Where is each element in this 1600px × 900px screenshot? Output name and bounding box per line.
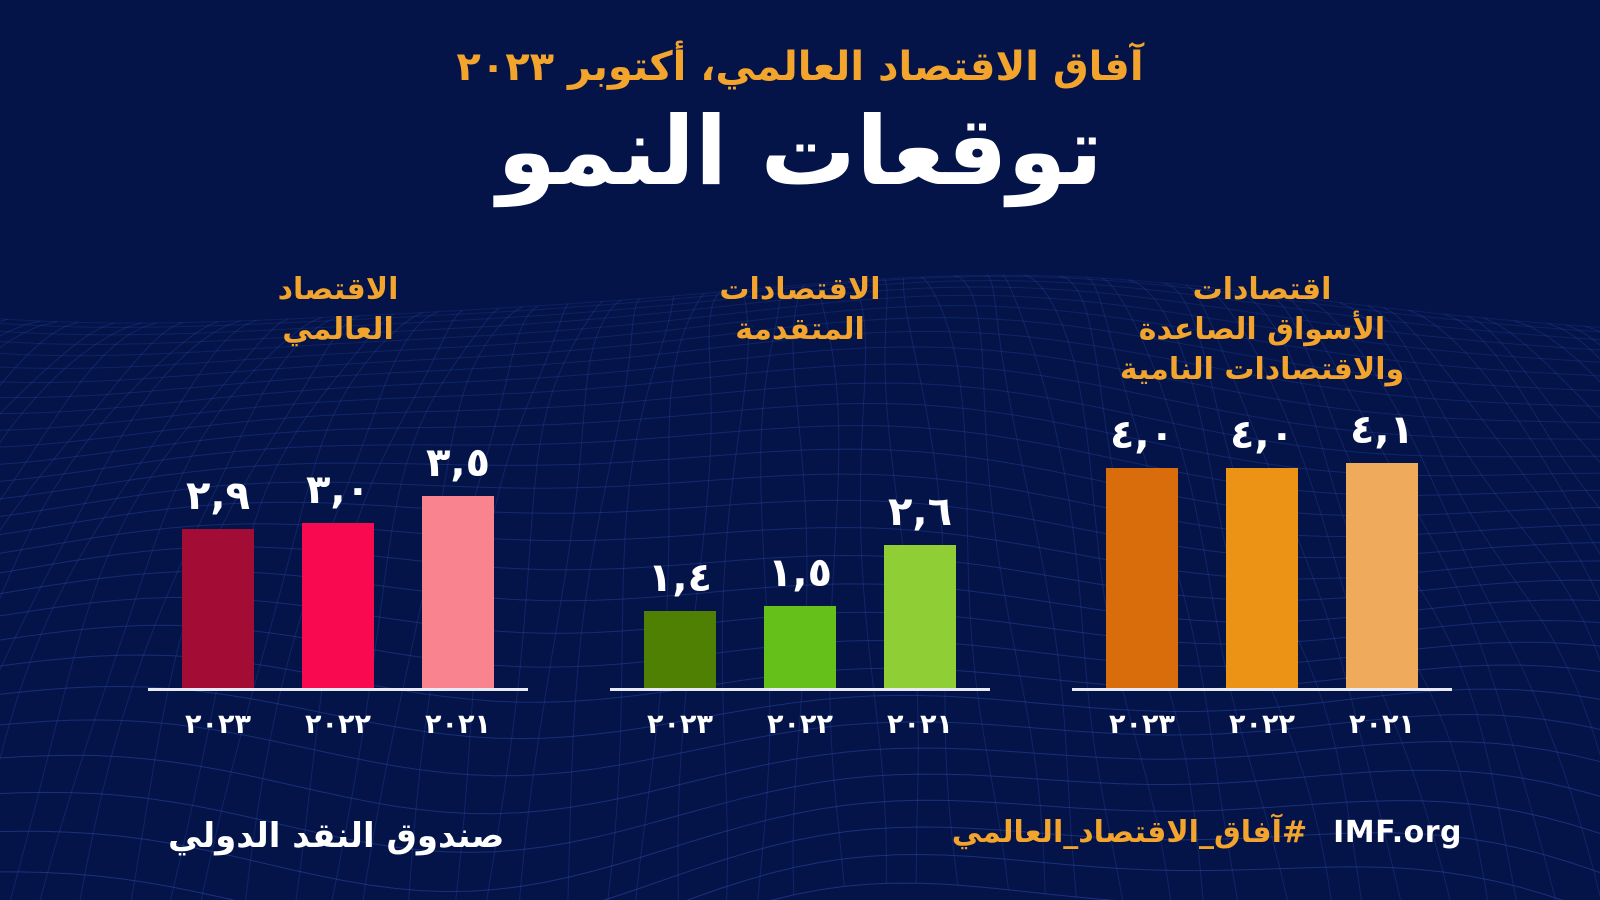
footer-right: #آفاق_الاقتصاد_العالمي IMF.org <box>952 815 1462 850</box>
year-labels-row: ٢٠٢٣ ٢٠٢٢ ٢٠٢١ <box>148 709 528 740</box>
bars-area: ٢,٩ ٣,٠ ٣,٥ <box>148 400 528 688</box>
year-label-2022: ٢٠٢٢ <box>305 709 371 740</box>
bar-2022 <box>1226 468 1298 688</box>
bar-value-label: ٢,٦ <box>887 489 953 535</box>
chart-group-title: الاقتصادات المتقدمة <box>719 272 881 347</box>
axis-line <box>1072 688 1452 691</box>
chart-group-title: الاقتصاد العالمي <box>277 272 399 347</box>
imf-name-label: صندوق النقد الدولي <box>168 816 505 856</box>
year-label-2023: ٢٠٢٣ <box>1109 709 1175 740</box>
chart-group-title: اقتصادات الأسواق الصاعدة والاقتصادات النام… <box>1119 272 1405 387</box>
chart-group-0: الاقتصاد العالمي ٢,٩ ٣,٠ ٣,٥ ٢٠٢٣ ٢٠٢٢ ٢٠٢١ <box>148 270 528 740</box>
bars-area: ٤,٠ ٤,٠ ٤,١ <box>1072 400 1452 688</box>
bar-cell-2021: ٢,٦ <box>884 489 956 688</box>
bar-chart-groups: الاقتصاد العالمي ٢,٩ ٣,٠ ٣,٥ ٢٠٢٣ ٢٠٢٢ ٢٠٢١ الاق… <box>148 270 1452 740</box>
bar-2022 <box>764 605 836 688</box>
bar-2023 <box>644 611 716 688</box>
report-kicker: آفاق الاقتصاد العالمي، أكتوبر ٢٠٢٣ <box>456 44 1144 90</box>
header: آفاق الاقتصاد العالمي، أكتوبر ٢٠٢٣ توقعا… <box>0 0 1600 207</box>
bar-2021 <box>884 545 956 688</box>
bar-2022 <box>302 523 374 688</box>
bar-value-label: ٣,٠ <box>305 467 371 513</box>
bar-2023 <box>1106 468 1178 688</box>
bar-value-label: ٤,٠ <box>1109 412 1175 458</box>
axis-line <box>610 688 990 691</box>
hashtag-label: #آفاق_الاقتصاد_العالمي <box>951 815 1308 850</box>
bar-value-label: ١,٤ <box>647 555 713 601</box>
year-label-2022: ٢٠٢٢ <box>1229 709 1295 740</box>
year-label-2021: ٢٠٢١ <box>887 709 953 740</box>
bar-cell-2023: ٤,٠ <box>1106 412 1178 688</box>
year-label-2023: ٢٠٢٣ <box>185 709 251 740</box>
bar-value-label: ١,٥ <box>767 549 833 596</box>
imf-site-link[interactable]: IMF.org <box>1333 815 1462 850</box>
year-label-2023: ٢٠٢٣ <box>647 709 713 740</box>
bar-2021 <box>422 495 494 688</box>
bar-cell-2021: ٤,١ <box>1346 406 1418 688</box>
bar-2023 <box>182 528 254 688</box>
bar-cell-2022: ٤,٠ <box>1226 412 1298 688</box>
chart-group-2: اقتصادات الأسواق الصاعدة والاقتصادات النام… <box>1072 270 1452 740</box>
bar-cell-2023: ١,٤ <box>644 555 716 688</box>
bar-cell-2023: ٢,٩ <box>182 472 254 688</box>
page-title: توقعات النمو <box>497 97 1103 207</box>
year-label-2021: ٢٠٢١ <box>1349 709 1415 740</box>
bar-value-label: ٣,٥ <box>425 439 491 486</box>
bar-cell-2021: ٣,٥ <box>422 439 494 688</box>
bars-area: ١,٤ ١,٥ ٢,٦ <box>610 400 990 688</box>
axis-line <box>148 688 528 691</box>
bar-value-label: ٤,٠ <box>1229 412 1295 458</box>
year-labels-row: ٢٠٢٣ ٢٠٢٢ ٢٠٢١ <box>1072 709 1452 740</box>
year-label-2022: ٢٠٢٢ <box>767 709 833 740</box>
chart-group-1: الاقتصادات المتقدمة ١,٤ ١,٥ ٢,٦ ٢٠٢٣ ٢٠٢٢ ٢٠٢١ <box>610 270 990 740</box>
year-labels-row: ٢٠٢٣ ٢٠٢٢ ٢٠٢١ <box>610 709 990 740</box>
bar-cell-2022: ١,٥ <box>764 549 836 688</box>
bar-2021 <box>1346 462 1418 688</box>
year-label-2021: ٢٠٢١ <box>425 709 491 740</box>
bar-value-label: ٢,٩ <box>185 472 251 519</box>
bar-cell-2022: ٣,٠ <box>302 467 374 688</box>
bar-value-label: ٤,١ <box>1349 406 1415 453</box>
